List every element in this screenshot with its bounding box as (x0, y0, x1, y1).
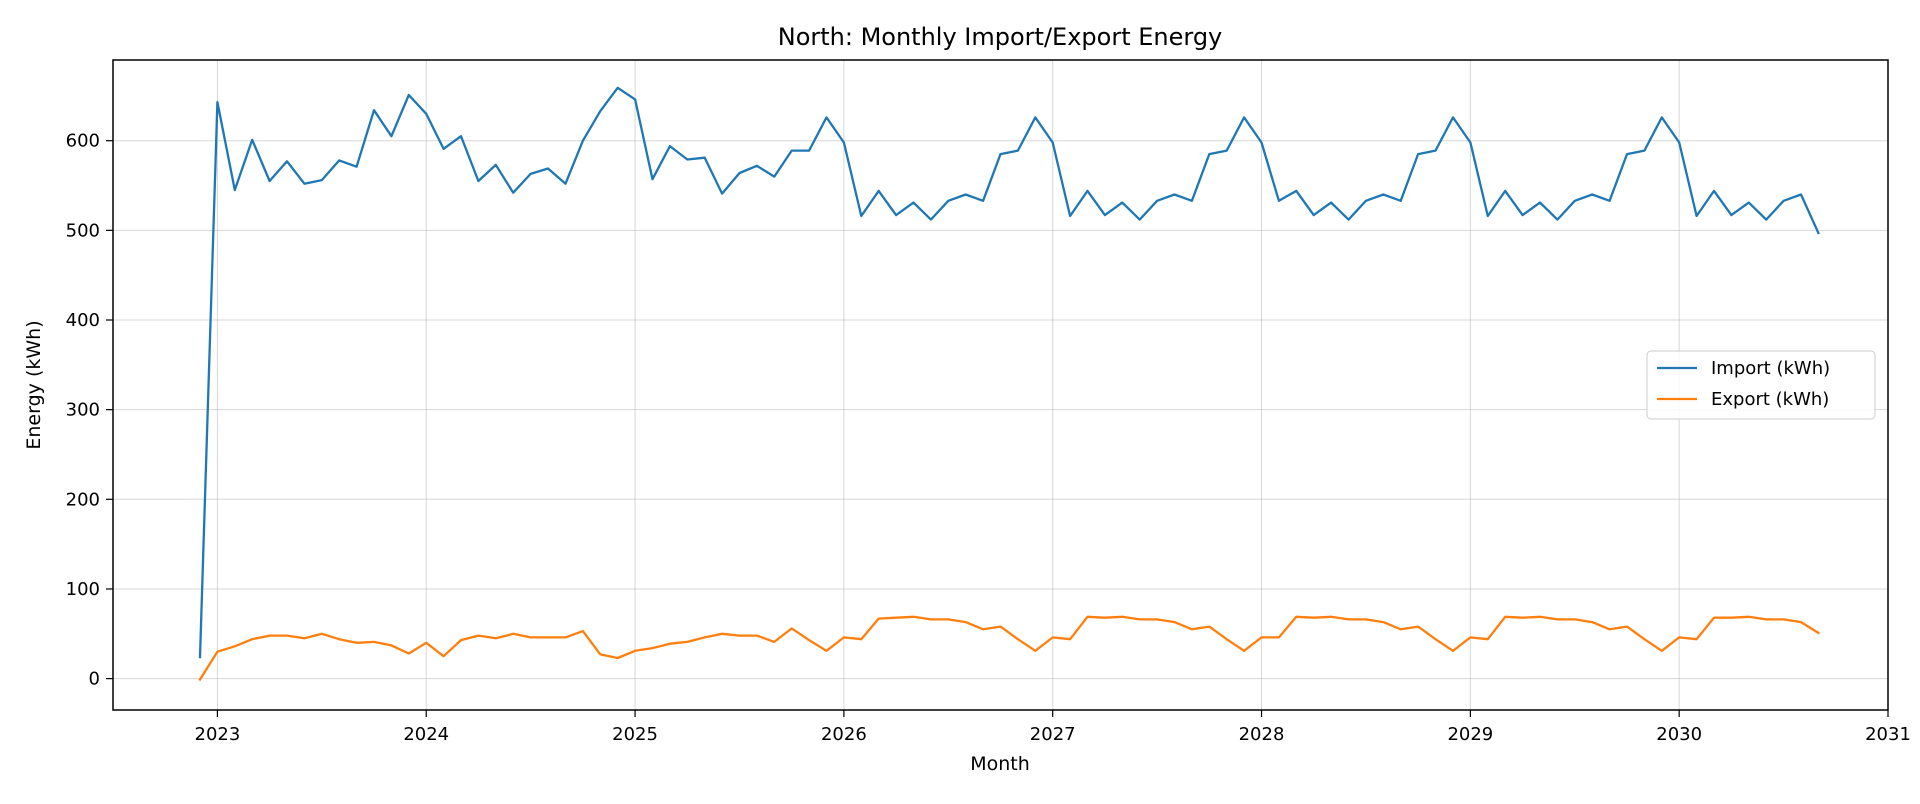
axes: 2023 2024 2025 2026 2027 2028 2029 2030 2031 0 100… (66, 131, 1911, 745)
y-tick-label: 500 (66, 220, 100, 241)
gridlines (113, 60, 1889, 710)
y-tick-label: 200 (66, 489, 100, 510)
series-line-export (198, 615, 1820, 682)
x-tick-label: 2025 (612, 724, 658, 745)
y-tick-label: 0 (89, 669, 100, 690)
x-tick-label: 2027 (1030, 724, 1076, 745)
x-tick-label: 2028 (1239, 724, 1285, 745)
x-tick-label: 2024 (403, 724, 449, 745)
series-lines (198, 86, 1820, 682)
chart-title: North: Monthly Import/Export Energy (778, 23, 1223, 51)
series-line-import (198, 86, 1820, 659)
x-tick-label: 2026 (821, 724, 867, 745)
x-axis-label: Month (970, 753, 1030, 775)
y-tick-label: 400 (66, 310, 100, 331)
legend-label-export: Export (kWh) (1711, 389, 1829, 410)
y-tick-label: 600 (66, 131, 100, 152)
y-tick-label: 100 (66, 579, 100, 600)
x-tick-label: 2029 (1447, 724, 1493, 745)
x-tick-label: 2030 (1656, 724, 1702, 745)
legend-label-import: Import (kWh) (1711, 358, 1830, 379)
legend: Import (kWh) Export (kWh) (1646, 350, 1876, 420)
plot-frame (112, 59, 1889, 711)
x-tick-label: 2031 (1865, 724, 1911, 745)
y-tick-label: 300 (66, 400, 100, 421)
legend-box (1646, 350, 1876, 420)
x-tick-label: 2023 (195, 724, 241, 745)
y-axis-label: Energy (kWh) (23, 320, 45, 449)
